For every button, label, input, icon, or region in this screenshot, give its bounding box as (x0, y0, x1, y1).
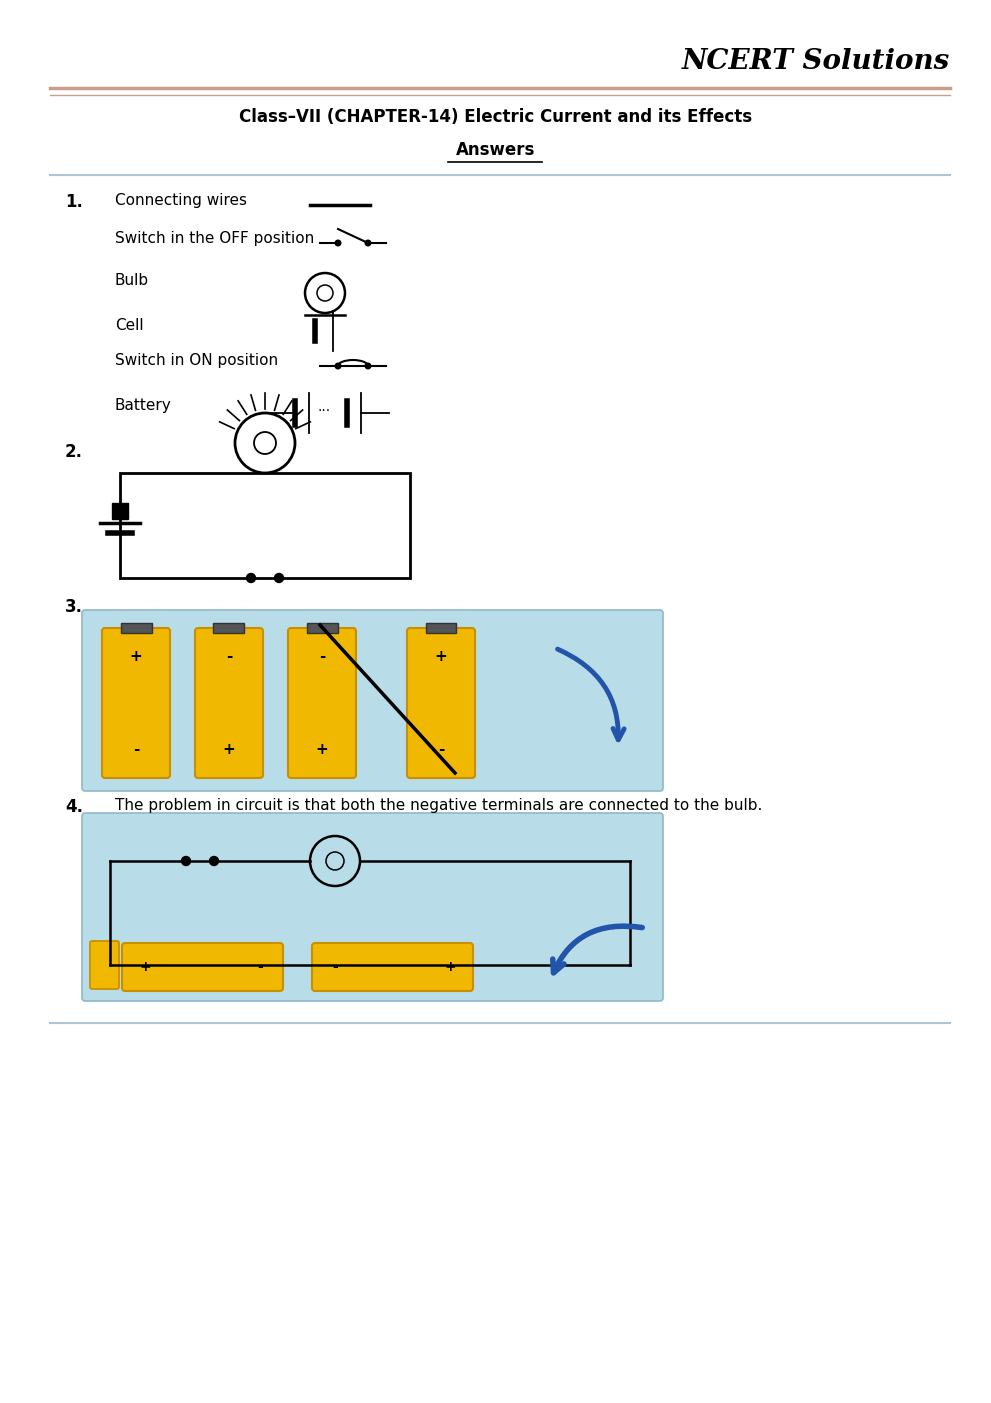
Text: 4.: 4. (65, 798, 83, 817)
Text: +: + (139, 960, 151, 974)
Text: Cell: Cell (115, 318, 144, 333)
Text: 2.: 2. (65, 443, 83, 462)
Text: ···: ··· (317, 404, 330, 418)
FancyBboxPatch shape (312, 943, 473, 991)
Bar (121, 623, 152, 633)
Text: Bulb: Bulb (115, 274, 149, 288)
Circle shape (181, 856, 190, 866)
Circle shape (335, 240, 341, 246)
Circle shape (275, 574, 283, 582)
Text: Switch in ON position: Switch in ON position (115, 354, 278, 368)
Bar (120, 473, 410, 578)
Text: -: - (257, 960, 263, 974)
Circle shape (366, 240, 371, 246)
FancyBboxPatch shape (82, 812, 663, 1000)
Text: -: - (133, 742, 139, 758)
FancyBboxPatch shape (102, 629, 170, 779)
Text: Class–VII (CHAPTER-14) Electric Current and its Effects: Class–VII (CHAPTER-14) Electric Current … (239, 108, 752, 126)
Text: -: - (319, 650, 325, 664)
Text: Answers: Answers (456, 140, 535, 159)
Bar (425, 623, 457, 633)
Text: 3.: 3. (65, 598, 83, 616)
Text: -: - (332, 960, 338, 974)
Text: +: + (444, 960, 456, 974)
Text: +: + (315, 742, 328, 758)
Circle shape (247, 574, 256, 582)
Circle shape (209, 856, 218, 866)
Bar (213, 623, 245, 633)
Text: +: + (223, 742, 236, 758)
Text: -: - (438, 742, 444, 758)
Text: +: + (435, 650, 447, 664)
FancyBboxPatch shape (82, 610, 663, 791)
Text: Battery: Battery (115, 398, 171, 412)
Text: -: - (226, 650, 232, 664)
Text: NCERT Solutions: NCERT Solutions (682, 48, 950, 74)
Circle shape (335, 363, 341, 369)
Text: The problem in circuit is that both the negative terminals are connected to the : The problem in circuit is that both the … (115, 798, 762, 812)
Circle shape (366, 363, 371, 369)
FancyBboxPatch shape (407, 629, 475, 779)
Text: +: + (130, 650, 143, 664)
FancyBboxPatch shape (195, 629, 263, 779)
FancyBboxPatch shape (288, 629, 356, 779)
FancyBboxPatch shape (90, 941, 119, 989)
FancyBboxPatch shape (122, 943, 283, 991)
Text: Switch in the OFF position: Switch in the OFF position (115, 231, 314, 246)
Text: 1.: 1. (65, 194, 83, 210)
Text: Connecting wires: Connecting wires (115, 194, 247, 208)
Bar (112, 504, 128, 519)
Bar (306, 623, 338, 633)
